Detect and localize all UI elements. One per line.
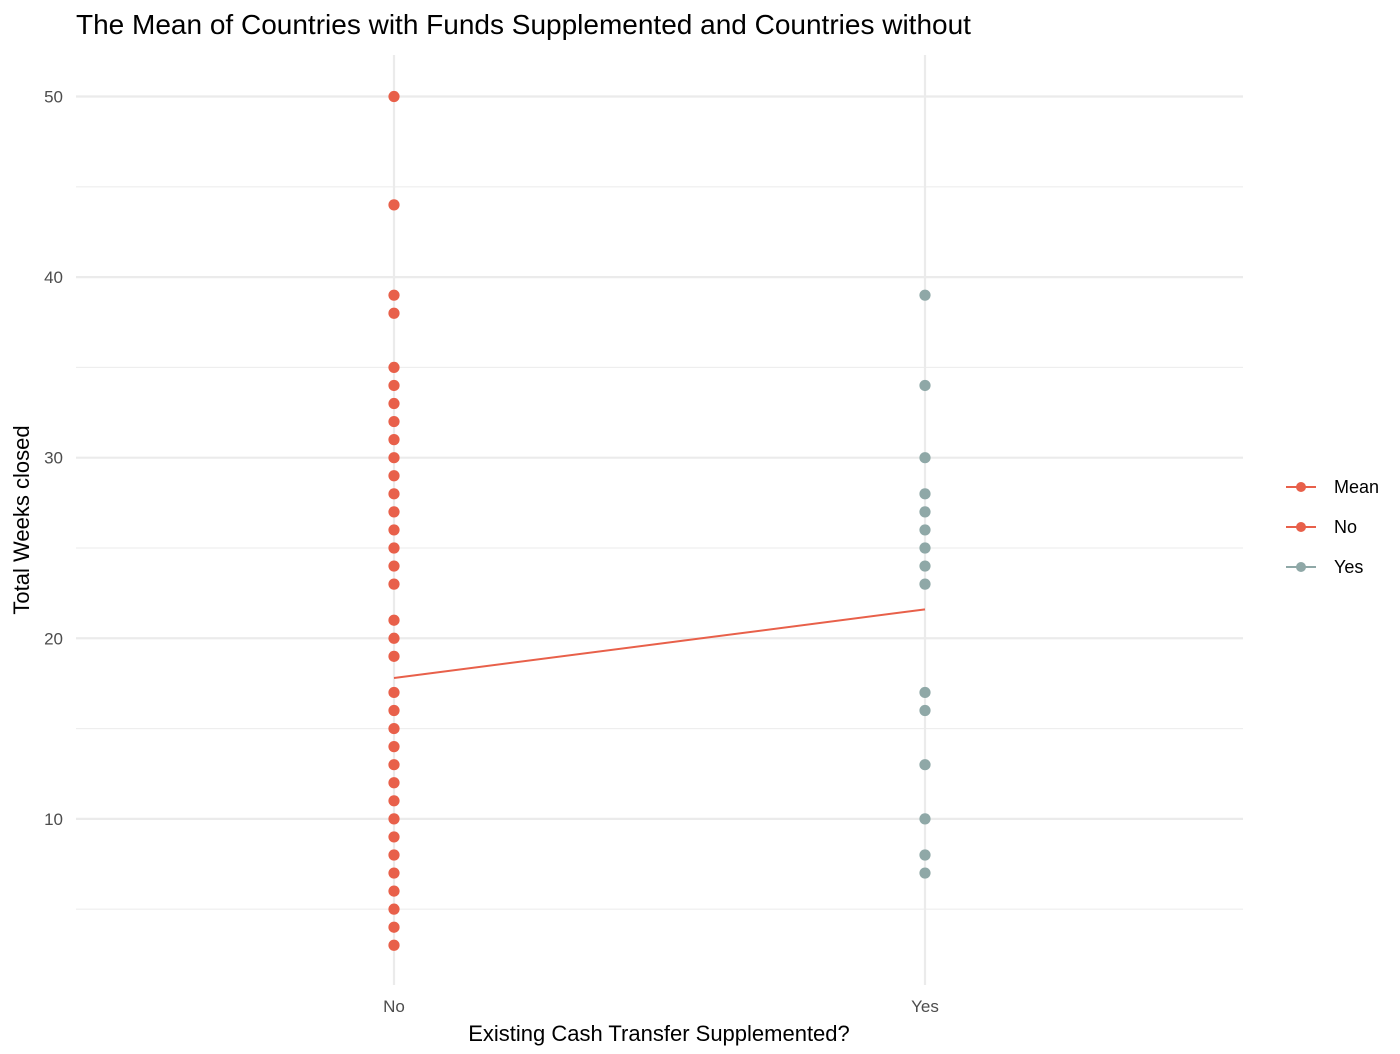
data-point-no	[388, 939, 400, 951]
data-point-no	[388, 704, 400, 717]
data-point-no	[388, 741, 400, 753]
y-tick-label: 20	[44, 629, 63, 648]
data-point-no	[388, 452, 400, 464]
data-point-no	[388, 885, 400, 897]
legend: Mean No Yes	[1286, 477, 1379, 577]
legend-label: Mean	[1334, 477, 1379, 497]
x-tick-label: No	[383, 997, 405, 1016]
data-point-no	[388, 379, 400, 392]
data-point-yes	[919, 704, 931, 717]
data-point-no	[388, 722, 400, 735]
y-axis-title: Total Weeks closed	[9, 425, 34, 614]
data-point-yes	[919, 488, 931, 500]
data-point-no	[388, 686, 400, 699]
data-point-no	[388, 488, 400, 500]
legend-key-point	[1296, 482, 1306, 492]
grid-major	[76, 55, 1243, 985]
x-axis-ticks: No Yes	[383, 997, 939, 1016]
data-point-yes	[919, 379, 931, 392]
y-tick-label: 30	[44, 449, 63, 468]
y-axis-ticks: 10 20 30 40 50	[44, 88, 63, 829]
chart-title: The Mean of Countries with Funds Supplem…	[76, 9, 971, 40]
data-point-no	[388, 90, 400, 103]
legend-label: Yes	[1334, 557, 1363, 577]
data-point-no	[388, 361, 400, 374]
data-point-yes	[919, 452, 931, 464]
data-point-yes	[919, 506, 931, 518]
data-point-no	[388, 524, 400, 536]
grid-minor	[76, 186, 1243, 910]
data-point-yes	[919, 524, 931, 536]
data-point-no	[388, 560, 400, 572]
data-point-yes	[919, 289, 931, 301]
data-point-no	[388, 542, 400, 554]
data-point-no	[388, 506, 400, 518]
legend-key-point	[1296, 562, 1306, 572]
legend-key-point	[1296, 522, 1306, 532]
data-point-no	[388, 795, 400, 807]
data-point-no	[388, 813, 400, 825]
mean-line-layer	[393, 608, 926, 680]
data-points	[388, 90, 931, 951]
y-tick-label: 50	[44, 88, 63, 107]
data-point-yes	[919, 578, 931, 590]
data-point-no	[388, 614, 400, 626]
data-point-no	[388, 777, 400, 789]
data-point-no	[388, 470, 400, 482]
data-point-yes	[919, 560, 931, 572]
legend-label: No	[1334, 517, 1357, 537]
data-point-yes	[919, 867, 931, 879]
data-point-no	[388, 903, 400, 915]
data-point-no	[388, 415, 400, 428]
data-point-no	[388, 849, 400, 861]
mean-line	[393, 608, 926, 680]
data-point-no	[388, 632, 400, 644]
data-point-no	[388, 289, 400, 301]
data-point-no	[388, 650, 400, 662]
data-point-no	[388, 867, 400, 879]
data-point-no	[388, 759, 400, 771]
data-point-yes	[919, 542, 931, 554]
data-point-no	[388, 307, 400, 319]
y-tick-label: 40	[44, 268, 63, 287]
x-axis-title: Existing Cash Transfer Supplemented?	[468, 1021, 850, 1046]
data-point-no	[388, 434, 400, 446]
data-point-no	[388, 199, 400, 211]
data-point-yes	[919, 849, 931, 861]
data-point-yes	[919, 686, 931, 699]
data-point-no	[388, 831, 400, 843]
y-tick-label: 10	[44, 810, 63, 829]
data-point-yes	[919, 759, 931, 771]
data-point-yes	[919, 813, 931, 825]
data-point-no	[388, 578, 400, 590]
data-point-no	[388, 397, 400, 410]
x-tick-label: Yes	[911, 997, 939, 1016]
data-point-no	[388, 921, 400, 933]
